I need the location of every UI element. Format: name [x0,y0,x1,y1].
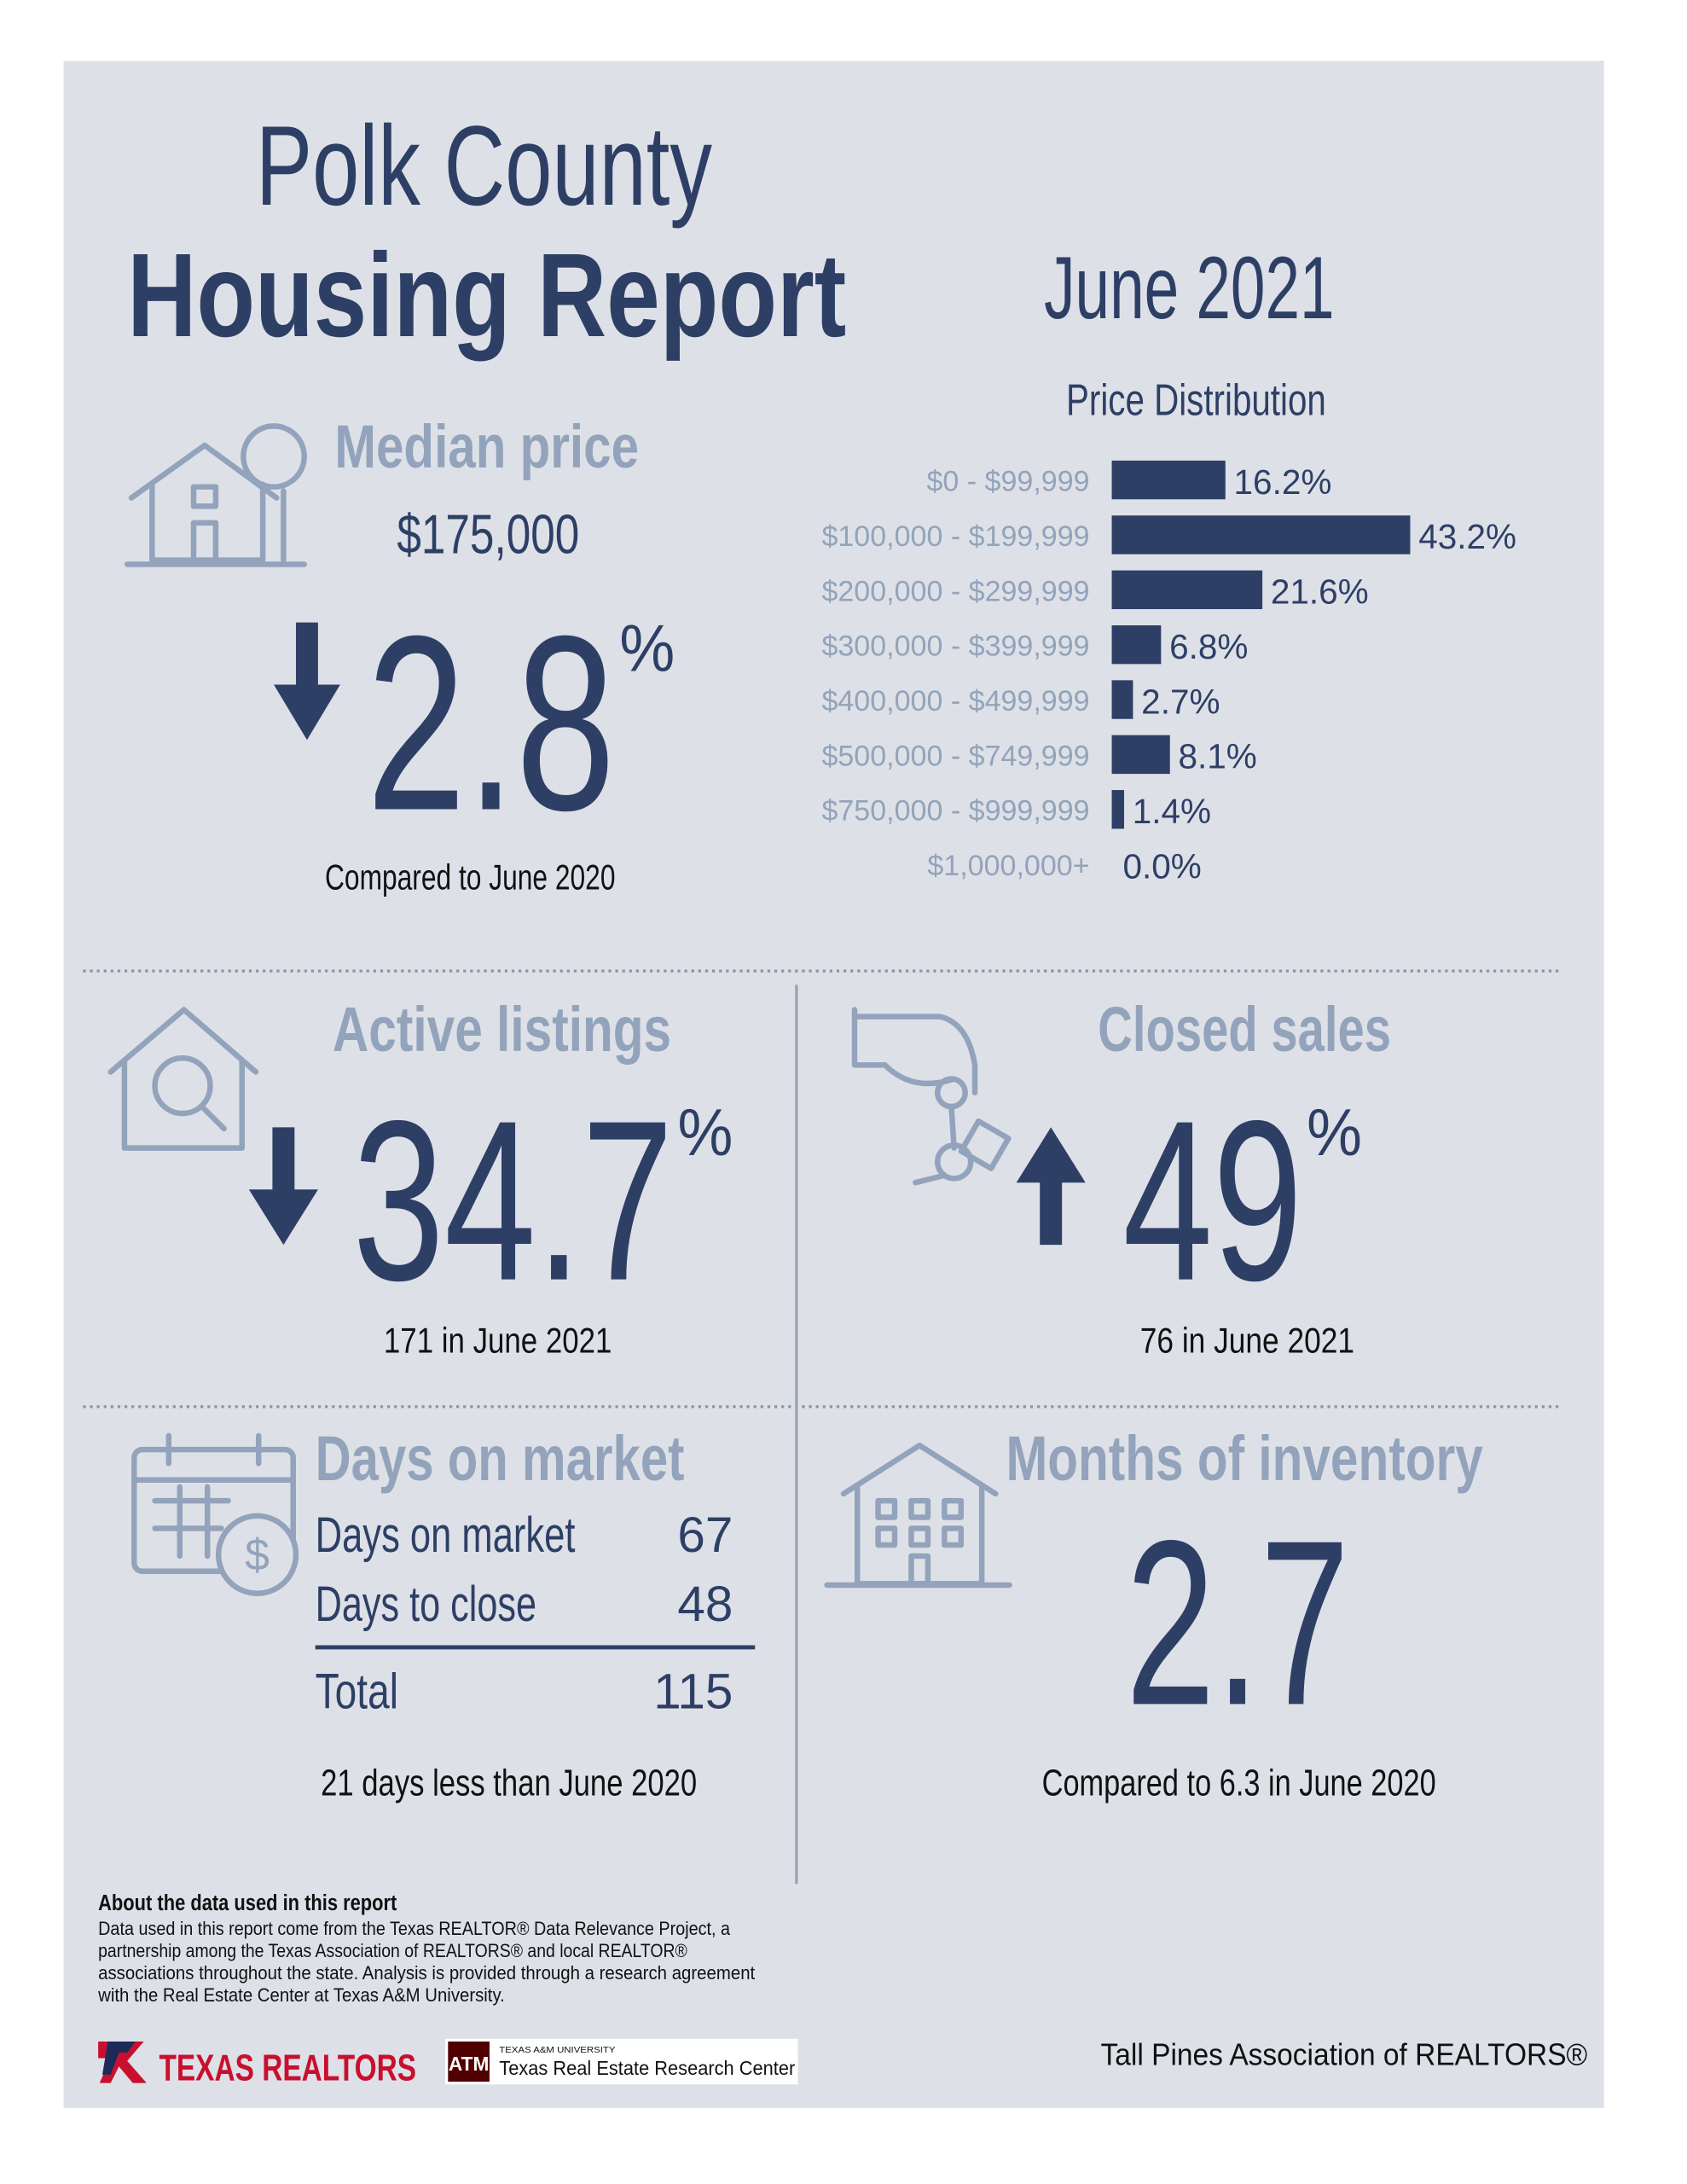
period: June 2021 [1044,238,1334,337]
texas-realtors-logo: TEXAS REALTORS [159,2047,416,2088]
closed-title: Closed sales [1098,993,1391,1065]
closed-unit: % [1307,1096,1362,1170]
dom-total-value: 115 [653,1664,733,1719]
tamu-mark-glyph: ATM [449,2053,489,2075]
closed-change: 49 [1122,1073,1302,1328]
active-title: Active listings [333,993,671,1065]
dom-row-value: 48 [677,1577,733,1632]
category-label: $500,000 - $749,999 [821,740,1089,772]
active-change: 34.7 [352,1073,673,1328]
category-label: $750,000 - $999,999 [821,795,1089,828]
dom-row-value: 67 [677,1507,733,1563]
dom-note: 21 days less than June 2020 [321,1762,697,1804]
moi-title: Months of inventory [1006,1422,1484,1494]
value-label: 0.0% [1122,846,1201,886]
title-line1: Polk County [256,103,712,229]
key-hand-icon [851,1007,1012,1186]
dom-title: Days on market [316,1422,685,1494]
value-label: 2.7% [1141,682,1220,721]
category-label: $300,000 - $399,999 [821,630,1089,663]
closed-note: 76 in June 2021 [1140,1321,1354,1361]
about-line: Data used in this report come from the T… [98,1918,731,1939]
median-value: $175,000 [397,503,579,566]
dom-total-label: Total [316,1664,398,1719]
bar [1111,790,1125,829]
active-note: 171 in June 2021 [384,1321,612,1361]
value-label: 43.2% [1418,517,1516,556]
house-icon [124,423,307,567]
bar [1111,570,1263,610]
value-label: 1.4% [1133,792,1211,831]
value-label: 6.8% [1169,627,1248,666]
active-unit: % [677,1096,733,1170]
dom-row-label: Days on market [316,1507,576,1563]
tamu-logo: Texas Real Estate Research Center [499,2057,795,2079]
median-change: 2.8 [367,584,616,862]
dom-row-label: Days to close [316,1577,536,1632]
category-label: $0 - $99,999 [926,466,1089,498]
association: Tall Pines Association of REALTORS® [1101,2038,1588,2072]
bar [1111,735,1170,775]
price-distribution: $0 - $99,999 16.2% $100,000 - $199,999 43.2… [821,460,1516,886]
bar [1111,680,1133,719]
title-line2: Housing Report [127,229,846,362]
category-label: $100,000 - $199,999 [821,520,1089,553]
value-label: 8.1% [1179,737,1257,776]
category-label: $1,000,000+ [927,850,1089,882]
moi-note: Compared to 6.3 in June 2020 [1042,1762,1436,1804]
category-label: $200,000 - $299,999 [821,575,1089,607]
chart-title: Price Distribution [1066,375,1326,424]
dollar-icon: $ [245,1530,270,1579]
median-note: Compared to June 2020 [325,857,615,897]
calendar-icon [131,1432,299,1596]
about-title: About the data used in this report [98,1891,397,1915]
down-arrow [274,622,340,741]
building-icon [824,1442,1012,1589]
median-unit: % [619,612,675,685]
up-arrow [1016,1127,1086,1246]
bar [1111,515,1411,555]
texas-realtors-mark [101,2042,136,2075]
about-line: with the Real Estate Center at Texas A&M… [97,1984,505,2006]
category-label: $400,000 - $499,999 [821,685,1089,717]
about-line: associations throughout the state. Analy… [98,1962,755,1984]
bar [1111,624,1162,665]
panel [63,61,1604,2108]
bar [1111,460,1226,500]
down-arrow [248,1127,318,1246]
median-title: Median price [334,413,639,481]
tamu-small: TEXAS A&M UNIVERSITY [499,2045,615,2055]
tamu-mark [448,2042,490,2082]
value-label: 21.6% [1271,572,1369,612]
about-line: partnership among the Texas Association … [98,1940,687,1961]
tamu-logo-box [445,2038,798,2085]
search-house-icon [107,1007,259,1151]
moi-value: 2.7 [1126,1491,1350,1754]
value-label: 16.2% [1234,462,1332,502]
